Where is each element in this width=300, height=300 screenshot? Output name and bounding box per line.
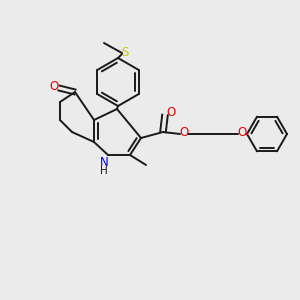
Text: O: O: [50, 80, 58, 94]
Text: O: O: [237, 125, 247, 139]
Text: O: O: [167, 106, 176, 119]
Text: N: N: [100, 157, 108, 169]
Text: S: S: [121, 46, 129, 59]
Text: O: O: [179, 125, 189, 139]
Text: H: H: [100, 166, 108, 176]
